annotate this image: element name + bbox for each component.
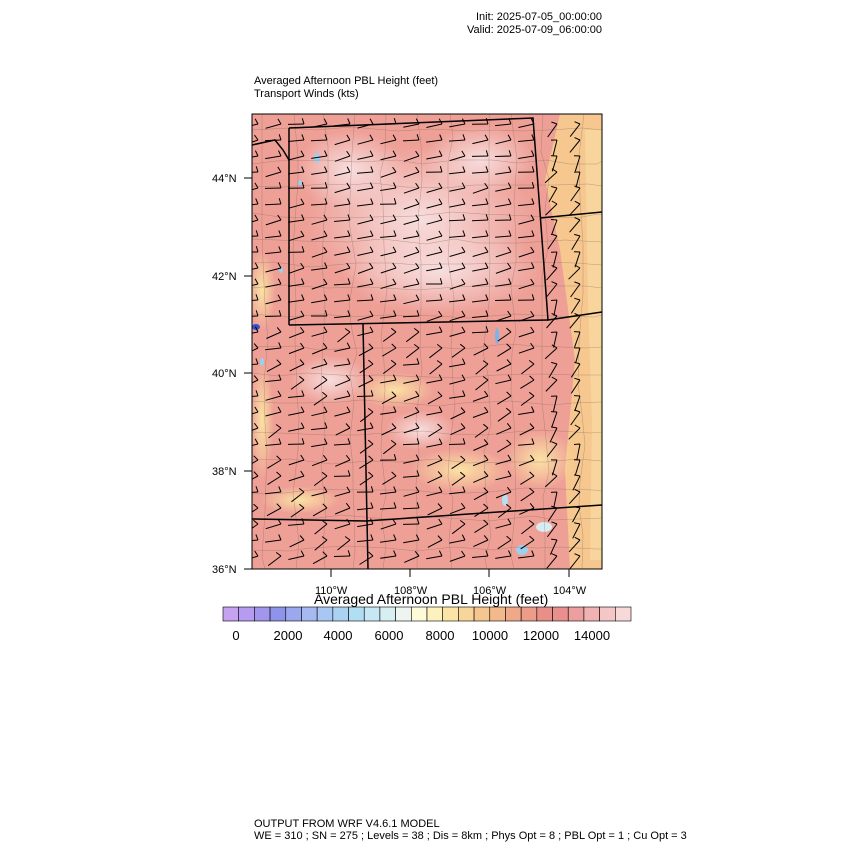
colorbar-box: [520, 606, 538, 622]
colorbar-box: [473, 606, 491, 622]
valid-time: Valid: 2025-07-09_06:00:00: [467, 24, 602, 36]
model-footer: OUTPUT FROM WRF V4.6.1 MODEL WE = 310 ; …: [254, 818, 687, 842]
colorbar-box: [379, 606, 396, 622]
colorbar-box: [363, 606, 381, 622]
wind-barbs: [252, 118, 581, 569]
lon-label-108: 108°W: [394, 585, 428, 597]
latitude-axis: 44°N 42°N 40°N 38°N 36°N: [212, 173, 252, 576]
lon-label-110: 110°W: [315, 585, 348, 597]
cbar-label-0: 0: [232, 628, 239, 643]
pbl-height-field: [252, 114, 602, 569]
footer-config: WE = 310 ; SN = 275 ; Levels = 38 ; Dis …: [254, 830, 687, 842]
footer-model: OUTPUT FROM WRF V4.6.1 MODEL: [254, 818, 440, 830]
init-valid-block: Init: 2025-07-05_00:00:00 Valid: 2025-07…: [402, 11, 602, 37]
cbar-label-4000: 4000: [324, 628, 353, 643]
colorbar-box: [222, 606, 239, 622]
colorbar-box: [536, 606, 553, 622]
cbar-label-6000: 6000: [375, 628, 404, 643]
colorbar-box: [332, 606, 349, 622]
colorbar-box: [442, 606, 459, 622]
init-time: Init: 2025-07-05_00:00:00: [476, 11, 602, 23]
colorbar-box: [395, 606, 412, 622]
colorbar-box: [411, 606, 428, 622]
cbar-label-10000: 10000: [472, 628, 508, 643]
colorbar-box: [489, 606, 506, 622]
lat-label-40: 40°N: [212, 368, 237, 380]
colorbar-box: [583, 606, 600, 622]
colorbar-box: [316, 606, 334, 622]
colorbar-title: Averaged Afternoon PBL Height (feet): [314, 591, 549, 607]
colorbar-tick-labels: 0 2000 4000 6000 8000 10000 12000 14000: [232, 628, 610, 643]
colorbar-box: [552, 606, 569, 622]
cbar-label-8000: 8000: [426, 628, 455, 643]
colorbar-box: [567, 606, 585, 622]
colorbar-box: [269, 606, 287, 622]
lat-label-44: 44°N: [212, 173, 237, 185]
colorbar-box: [254, 606, 271, 622]
plot-titles: Averaged Afternoon PBL Height (feet) Tra…: [254, 75, 438, 101]
colorbar-box: [301, 606, 318, 622]
lon-label-104: 104°W: [553, 585, 587, 597]
colorbar-box: [505, 606, 522, 622]
colorbar-box: [238, 606, 255, 622]
lat-label-42: 42°N: [212, 271, 237, 283]
colorbar-box: [615, 606, 632, 622]
state-boundaries: [252, 117, 602, 569]
colorbar-box: [285, 606, 302, 622]
colorbar-box: [458, 606, 475, 622]
lat-label-38: 38°N: [212, 466, 237, 478]
colorbar-box: [348, 606, 365, 622]
cbar-label-2000: 2000: [274, 628, 303, 643]
longitude-axis: 110°W 108°W 106°W 104°W: [315, 569, 587, 597]
map-frame: [251, 113, 603, 570]
cbar-label-14000: 14000: [574, 628, 610, 643]
lat-label-36: 36°N: [212, 564, 237, 576]
cbar-label-12000: 12000: [523, 628, 559, 643]
lon-label-106: 106°W: [473, 585, 507, 597]
colorbar: [222, 606, 632, 622]
winds-title: Transport Winds (kts): [254, 88, 359, 100]
colorbar-box: [599, 606, 616, 622]
colorbar-box: [426, 606, 443, 622]
pbl-title: Averaged Afternoon PBL Height (feet): [254, 75, 439, 87]
